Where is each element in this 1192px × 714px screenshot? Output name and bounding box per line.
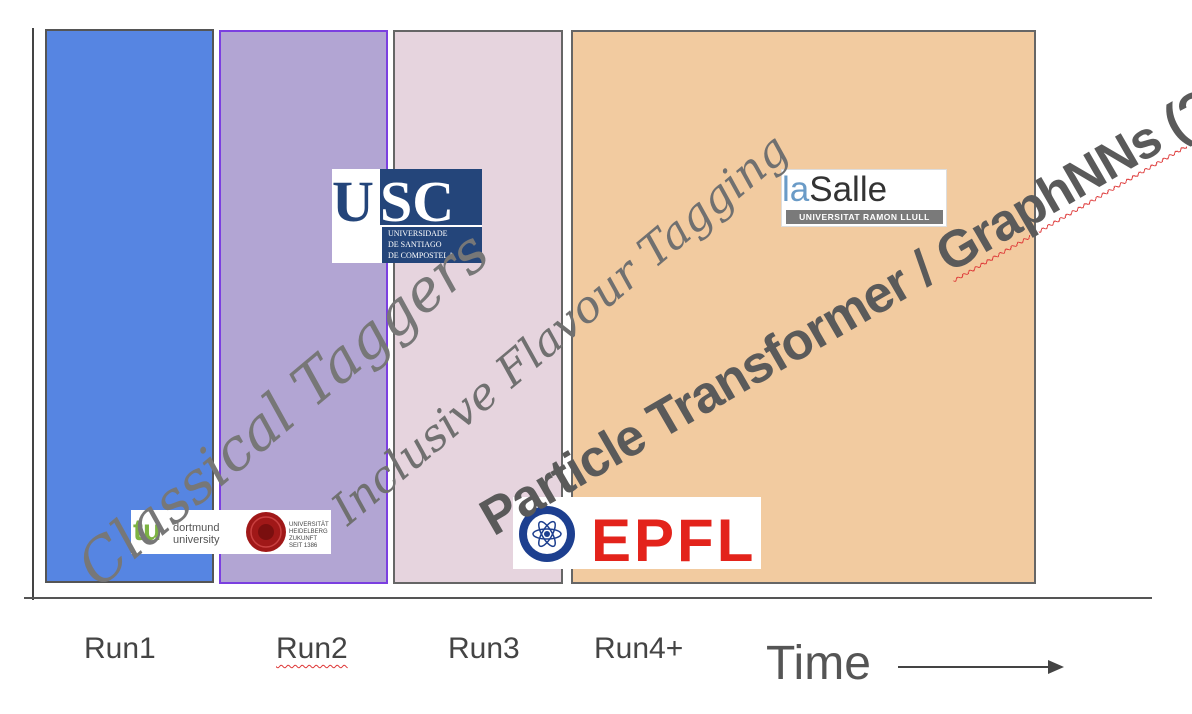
y-axis-line — [32, 28, 34, 600]
lasalle-logo: laSalle UNIVERSITAT RAMON LLULL — [781, 169, 947, 227]
lasalle-salle: Salle — [809, 170, 888, 209]
tu-mark: tu — [133, 514, 162, 547]
heidelberg-line2: HEIDELBERG — [289, 529, 328, 535]
run1-block — [45, 29, 214, 583]
dortmund-line2: university — [173, 534, 220, 546]
usc-letters-icon: U SC — [332, 169, 482, 225]
usc-line2: DE SANTIAGO — [388, 240, 442, 249]
lasalle-la: la — [782, 170, 810, 209]
tu-dortmund-logo: tu dortmund university — [131, 510, 241, 554]
lasalle-subtitle: UNIVERSITAT RAMON LLULL — [786, 210, 943, 224]
epfl-logo: EPFL — [513, 497, 761, 574]
svg-text:U: U — [332, 169, 374, 225]
usc-logo: U SC UNIVERSIDADE DE SANTIAGO DE COMPOST… — [332, 169, 482, 263]
cas-seal-icon — [519, 506, 575, 562]
usc-line3: DE COMPOSTELA — [388, 251, 455, 260]
epfl-text: EPFL — [591, 507, 757, 574]
run3-block — [393, 30, 563, 584]
usc-line1: UNIVERSIDADE — [388, 229, 448, 238]
heidelberg-line3: ZUKUNFT — [289, 536, 317, 542]
run3-label: Run3 — [448, 632, 520, 665]
dortmund-line1: dortmund — [173, 522, 220, 534]
lasalle-name: laSalle — [782, 170, 887, 210]
heidelberg-line4: SEIT 1386 — [289, 543, 318, 549]
svg-text:SC: SC — [380, 169, 454, 225]
time-label: Time — [766, 637, 871, 690]
heidelberg-line1: UNIVERSITÄT — [289, 522, 329, 528]
x-axis-line — [24, 597, 1152, 599]
run1-label: Run1 — [84, 632, 156, 665]
usc-subtitle: UNIVERSIDADE DE SANTIAGO DE COMPOSTELA — [382, 227, 482, 263]
run2-label: Run2 — [276, 632, 348, 665]
run4-block — [571, 30, 1036, 584]
time-arrow-icon — [898, 660, 1064, 674]
heidelberg-seal-icon — [246, 512, 286, 552]
run2-block — [219, 30, 388, 584]
run4-label: Run4+ — [594, 632, 684, 665]
heidelberg-logo: UNIVERSITÄT HEIDELBERG ZUKUNFT SEIT 1386 — [241, 510, 331, 554]
